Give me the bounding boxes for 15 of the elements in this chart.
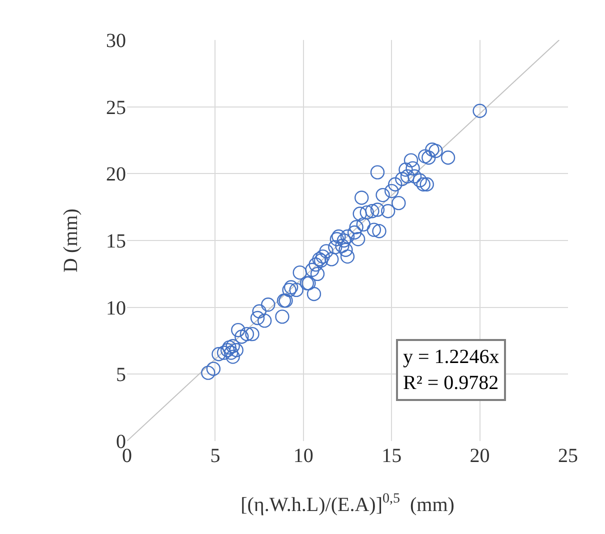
annotation: R² = 0.9782: [403, 372, 499, 394]
x-tick-label: 20: [470, 445, 490, 467]
y-tick-label: 30: [106, 30, 126, 52]
x-tick-label: 5: [210, 445, 220, 467]
y-tick-label: 20: [106, 164, 126, 186]
y-tick-label: 25: [106, 96, 126, 119]
x-tick-label: 15: [382, 445, 402, 467]
x-tick-label: 10: [293, 445, 314, 467]
y-tick-label: 5: [116, 364, 126, 386]
y-tick-label: 15: [106, 230, 126, 252]
x-axis-title: [(η.W.h.L)/(E.A)]$^{0,5}$ (mm): [240, 492, 454, 516]
y-tick-label: 10: [106, 297, 126, 320]
y-axis-title: D (mm): [60, 208, 82, 272]
annotation: y = 1.2246x: [403, 346, 500, 368]
x-tick-label: 25: [558, 445, 578, 467]
